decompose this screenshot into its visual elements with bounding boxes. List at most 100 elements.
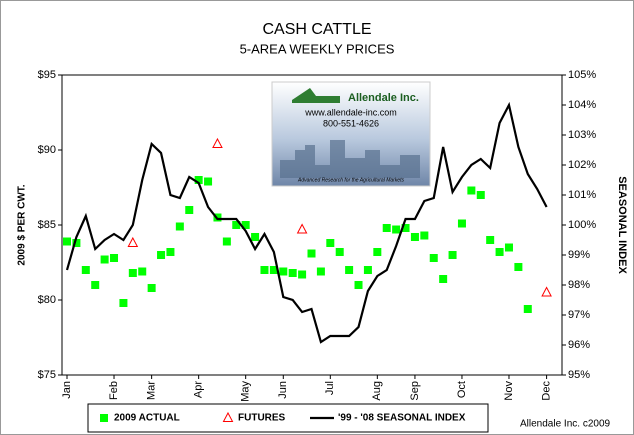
data-point — [260, 266, 269, 274]
data-point — [138, 267, 147, 276]
y-axis-label: 2009 $ PER CWT. — [17, 184, 28, 265]
data-point — [335, 248, 344, 256]
data-point — [81, 266, 90, 274]
chart-title: CASH CATTLE — [262, 21, 371, 38]
logo-icon — [292, 88, 340, 103]
data-point — [514, 263, 523, 271]
data-point — [119, 299, 128, 307]
data-point — [410, 233, 419, 241]
data-point — [486, 236, 495, 244]
x-tick-label: Oct — [456, 381, 468, 398]
y2-tick-label: 103% — [568, 129, 596, 141]
data-point — [363, 266, 372, 274]
logo-tagline: Advanced Research for the Agricultural M… — [297, 177, 404, 183]
x-tick-label: Feb — [108, 381, 120, 400]
y2-tick-label: 100% — [568, 219, 596, 231]
y-tick-label: $90 — [38, 144, 56, 156]
y2-tick-label: 102% — [568, 159, 596, 171]
data-point — [157, 251, 166, 259]
data-point — [269, 266, 278, 274]
x-tick-label: Sep — [409, 381, 421, 401]
data-point — [185, 206, 194, 214]
data-point — [495, 248, 504, 256]
data-point — [439, 275, 448, 283]
data-point — [296, 223, 308, 234]
y2-tick-label: 101% — [568, 189, 596, 201]
x-tick-label: Apr — [193, 381, 205, 398]
data-point — [222, 411, 234, 422]
data-point — [288, 269, 297, 277]
data-point — [204, 177, 213, 186]
data-point — [166, 248, 175, 256]
data-point — [382, 224, 391, 232]
x-tick-label: Jan — [61, 381, 73, 399]
y2-tick-label: 104% — [568, 99, 596, 111]
data-point — [63, 237, 71, 246]
data-point — [316, 267, 325, 276]
data-point — [212, 137, 223, 148]
logo-phone: 800-551-4626 — [323, 118, 379, 128]
data-point — [307, 249, 316, 258]
y-tick-label: $95 — [38, 69, 56, 81]
y2-tick-label: 99% — [568, 249, 590, 261]
data-point — [373, 248, 382, 256]
data-point — [420, 231, 429, 240]
x-tick-label: Aug — [371, 381, 383, 401]
x-tick-label: Jun — [277, 381, 289, 399]
data-point — [241, 221, 250, 229]
y-tick-label: $80 — [38, 294, 56, 306]
data-point — [175, 222, 184, 231]
x-tick-label: Nov — [503, 381, 515, 401]
logo-skyline — [280, 140, 420, 178]
data-point — [429, 254, 438, 262]
credit: Allendale Inc. c2009 — [520, 419, 611, 430]
logo-name: Allendale Inc. — [348, 92, 419, 104]
data-point — [72, 239, 81, 247]
logo: Allendale Inc. www.allendale-inc.com 800… — [271, 81, 431, 187]
data-point — [222, 237, 231, 246]
data-point — [392, 225, 401, 234]
data-point — [100, 255, 109, 264]
data-point — [523, 305, 532, 313]
y2-tick-label: 105% — [568, 69, 596, 81]
data-point — [91, 281, 100, 289]
data-point — [100, 414, 108, 422]
legend — [87, 403, 489, 433]
y2-tick-label: 97% — [568, 309, 590, 321]
seasonal-line — [65, 101, 548, 344]
y-tick-label: $75 — [38, 369, 56, 381]
legend-label: FUTURES — [238, 413, 286, 424]
data-point — [128, 269, 137, 277]
y2-tick-label: 98% — [568, 279, 590, 291]
data-point — [541, 286, 552, 297]
data-point — [448, 251, 457, 259]
x-tick-label: May — [240, 381, 252, 402]
chart-subtitle: 5-AREA WEEKLY PRICES — [240, 41, 395, 56]
data-point — [326, 239, 335, 247]
y2-axis-label: SEASONAL INDEX — [616, 176, 628, 274]
data-point — [110, 254, 119, 262]
data-point — [457, 219, 466, 228]
x-tick-label: Dec — [541, 381, 553, 401]
data-point — [354, 281, 363, 289]
y2-tick-label: 95% — [568, 369, 590, 381]
y-tick-label: $85 — [38, 219, 56, 231]
legend-label: '99 - '08 SEASONAL INDEX — [338, 413, 466, 424]
data-point — [467, 186, 476, 195]
data-point — [476, 191, 485, 199]
legend-label: 2009 ACTUAL — [114, 413, 180, 424]
data-point — [127, 236, 139, 247]
data-point — [345, 266, 354, 274]
data-point — [194, 176, 203, 184]
data-point — [279, 267, 288, 276]
data-point — [251, 233, 260, 241]
logo-url: www.allendale-inc.com — [304, 107, 397, 117]
x-tick-label: Mar — [146, 381, 158, 400]
data-point — [232, 221, 241, 229]
data-point — [147, 284, 156, 292]
data-point — [504, 243, 513, 252]
x-tick-label: Jul — [324, 381, 336, 395]
data-point — [401, 224, 410, 232]
